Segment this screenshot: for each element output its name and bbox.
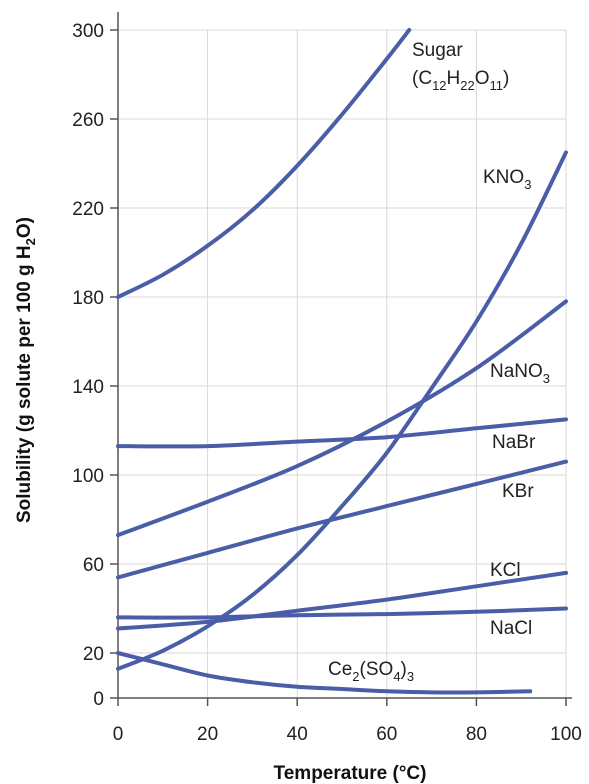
x-tick-label: 40 xyxy=(287,724,308,745)
y-tick-label: 260 xyxy=(72,110,104,131)
series-label-part: ) xyxy=(401,659,407,680)
y-tick-label: 140 xyxy=(72,377,104,398)
grid xyxy=(118,29,567,698)
series-label-kno3: KNO3​ xyxy=(483,167,531,192)
series-label-part: 2 xyxy=(352,669,359,684)
y-axis-title: Solubility (g solute per 100 g H2O) xyxy=(14,217,38,523)
series-label-part: 11 xyxy=(490,78,504,93)
series-label-part: NaBr xyxy=(492,432,536,453)
series-line-nacl xyxy=(116,606,568,620)
y-tick-label: 300 xyxy=(72,21,104,42)
y-tick-label: 180 xyxy=(72,288,104,309)
series-label-part: 12 xyxy=(432,78,446,93)
series-label-part: KBr xyxy=(502,481,534,502)
series-label-part: 4 xyxy=(393,669,400,684)
series-labels: Sugar (C12​H22​O11​) KNO3​ NaNO3​ NaBr KBr KCl… xyxy=(328,40,550,684)
y-tick-label: 100 xyxy=(72,466,104,487)
series-label-part: Ce xyxy=(328,659,352,680)
axes: 0 20 60 100 140 180 220 260 300 0 20 40 60 80 100 xyxy=(72,12,582,745)
series-label-part: O xyxy=(475,68,490,89)
x-tick-label: 0 xyxy=(113,724,124,745)
series-label-nacl: NaCl xyxy=(490,618,532,639)
series-line-ce2-so4-3 xyxy=(116,651,533,695)
x-tick-label: 60 xyxy=(376,724,397,745)
y-tick-label: 0 xyxy=(93,689,104,710)
series-label-part: NaNO xyxy=(490,361,543,382)
y-axis-title-sub: 2 xyxy=(23,238,38,245)
series-label-nabr: NaBr xyxy=(492,432,536,453)
series-label-part: 3 xyxy=(524,177,531,192)
series-label-part: (C xyxy=(412,68,432,89)
series-label-part: (SO xyxy=(360,659,394,680)
series-label-nano3: NaNO3​ xyxy=(490,361,550,386)
series-label-part: 3 xyxy=(407,669,414,684)
series-label-part: NaCl xyxy=(490,618,532,639)
series-label-sugar: Sugar xyxy=(412,40,463,61)
series-lines xyxy=(116,28,568,695)
series-line-kcl xyxy=(116,570,568,631)
y-tick-label: 20 xyxy=(83,644,104,665)
series-label-kbr: KBr xyxy=(502,481,534,502)
series-label-part: 22 xyxy=(460,78,474,93)
series-label-part: 3 xyxy=(543,371,550,386)
y-tick-label: 220 xyxy=(72,199,104,220)
series-label-part: H xyxy=(447,68,461,89)
x-axis-title: Temperature (°C) xyxy=(274,763,427,784)
series-line-nano3 xyxy=(116,299,568,538)
series-label-part: KCl xyxy=(490,560,521,581)
series-label-kcl: KCl xyxy=(490,560,521,581)
y-axis-title-end: O) xyxy=(14,217,35,238)
x-tick-label: 20 xyxy=(197,724,218,745)
x-tick-label: 80 xyxy=(466,724,487,745)
series-label-part: ) xyxy=(503,68,509,89)
series-line-sugar xyxy=(116,28,412,299)
y-tick-label: 60 xyxy=(83,555,104,576)
series-label-part: Sugar xyxy=(412,40,463,61)
y-axis-title-main: Solubility (g solute per 100 g H xyxy=(14,245,35,523)
series-label-sugar: (C12​H22​O11​) xyxy=(412,68,509,93)
series-line-nabr xyxy=(116,417,568,449)
series-label-part: KNO xyxy=(483,167,524,188)
series-line-kno3 xyxy=(116,150,568,671)
x-tick-label: 100 xyxy=(550,724,582,745)
series-label-ce2-so4-3: Ce2​(SO4​)3​ xyxy=(328,659,414,684)
series-line-kbr xyxy=(116,459,568,580)
